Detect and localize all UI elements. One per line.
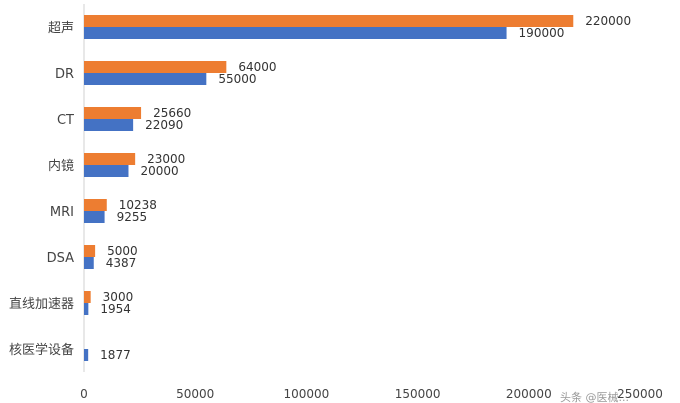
data-label: 4387 — [106, 256, 137, 270]
x-tick-label: 100000 — [283, 387, 329, 401]
bar — [84, 107, 142, 119]
data-label: 1877 — [100, 348, 131, 362]
x-tick-label: 0 — [80, 387, 88, 401]
bar — [84, 349, 89, 361]
bar — [84, 291, 91, 303]
category-label: CT — [57, 113, 74, 128]
category-label: MRI — [50, 205, 74, 220]
bar — [84, 61, 227, 73]
data-label: 220000 — [585, 14, 631, 28]
category-label: 核医学设备 — [9, 342, 74, 358]
category-label: 超声 — [48, 21, 74, 36]
data-label: 25660 — [153, 106, 191, 120]
data-label: 55000 — [218, 72, 256, 86]
x-tick-label: 150000 — [395, 387, 441, 401]
category-label: 直线加速器 — [9, 297, 74, 312]
x-tick-label: 200000 — [506, 387, 552, 401]
bar — [84, 153, 136, 165]
data-label: 22090 — [145, 118, 183, 132]
data-label: 23000 — [147, 152, 185, 166]
bar — [84, 165, 129, 177]
data-label: 64000 — [238, 60, 276, 74]
data-label: 20000 — [140, 164, 178, 178]
bar — [84, 119, 134, 131]
x-tick-label: 50000 — [176, 387, 214, 401]
bar — [84, 303, 89, 315]
axis-layer: 0 50000 100000 150000 200000 250000 — [80, 4, 663, 401]
data-label: 9255 — [117, 210, 148, 224]
bar — [84, 15, 574, 27]
bar — [84, 73, 207, 85]
bars-layer — [84, 15, 574, 361]
bar — [84, 27, 507, 39]
data-label: 10238 — [119, 198, 157, 212]
bar — [84, 257, 94, 269]
category-label: DSA — [47, 251, 75, 266]
bar — [84, 211, 105, 223]
watermark-text: 头条 @医械... — [560, 390, 629, 403]
bar — [84, 245, 96, 257]
x-tick-label: 250000 — [617, 387, 663, 401]
data-label: 1954 — [100, 302, 131, 316]
bar — [84, 199, 107, 211]
category-label: 内镜 — [48, 158, 74, 174]
data-label: 5000 — [107, 244, 138, 258]
category-label: DR — [55, 67, 74, 82]
data-label: 3000 — [103, 290, 134, 304]
data-label: 190000 — [519, 26, 565, 40]
